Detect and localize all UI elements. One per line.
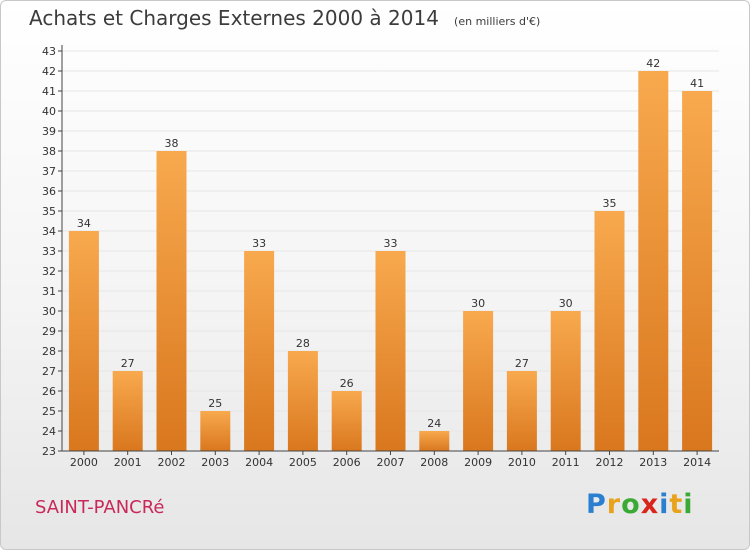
bar <box>594 211 625 451</box>
data-label: 34 <box>77 217 91 230</box>
title-row: Achats et Charges Externes 2000 à 2014 (… <box>29 6 540 30</box>
x-tick-label: 2003 <box>201 456 229 469</box>
data-label: 33 <box>384 237 398 250</box>
y-tick-label: 29 <box>42 325 56 338</box>
data-label: 27 <box>515 357 529 370</box>
commune-name: SAINT-PANCRé <box>35 497 165 518</box>
logo-letter: i <box>659 489 670 520</box>
x-tick-label: 2006 <box>333 456 361 469</box>
bar <box>506 371 537 451</box>
y-tick-label: 33 <box>42 245 56 258</box>
y-tick-label: 27 <box>42 365 56 378</box>
logo-letter: t <box>669 489 684 520</box>
y-tick-label: 41 <box>42 85 56 98</box>
logo-letter: i <box>683 489 694 520</box>
bar <box>112 371 143 451</box>
data-label: 30 <box>559 297 573 310</box>
data-label: 30 <box>471 297 485 310</box>
x-tick-label: 2012 <box>596 456 624 469</box>
x-tick-label: 2004 <box>245 456 273 469</box>
bar <box>638 71 669 451</box>
y-tick-label: 23 <box>42 445 56 458</box>
y-tick-label: 37 <box>42 165 56 178</box>
logo-letter: r <box>606 489 622 520</box>
proxiti-logo: Proxiti <box>586 489 694 520</box>
bar <box>331 391 362 451</box>
data-label: 38 <box>165 137 179 150</box>
y-tick-label: 24 <box>42 425 56 438</box>
y-tick-label: 42 <box>42 65 56 78</box>
data-label: 26 <box>340 377 354 390</box>
data-label: 24 <box>427 417 441 430</box>
data-label: 28 <box>296 337 310 350</box>
bar <box>682 91 713 451</box>
y-tick-label: 31 <box>42 285 56 298</box>
x-tick-label: 2013 <box>639 456 667 469</box>
bar <box>156 151 187 451</box>
bar <box>244 251 275 451</box>
y-tick-label: 43 <box>42 45 56 58</box>
bar <box>550 311 581 451</box>
data-label: 27 <box>121 357 135 370</box>
data-label: 35 <box>603 197 617 210</box>
data-label: 33 <box>252 237 266 250</box>
bar <box>463 311 494 451</box>
chart-title: Achats et Charges Externes 2000 à 2014 <box>29 6 439 30</box>
x-tick-label: 2005 <box>289 456 317 469</box>
x-tick-label: 2007 <box>377 456 405 469</box>
y-tick-label: 39 <box>42 125 56 138</box>
x-tick-label: 2009 <box>464 456 492 469</box>
x-tick-label: 2011 <box>552 456 580 469</box>
y-tick-label: 32 <box>42 265 56 278</box>
data-label: 41 <box>690 77 704 90</box>
y-tick-label: 38 <box>42 145 56 158</box>
logo-letter: o <box>621 489 641 520</box>
bar <box>68 231 99 451</box>
y-tick-label: 35 <box>42 205 56 218</box>
y-tick-label: 36 <box>42 185 56 198</box>
x-tick-label: 2014 <box>683 456 711 469</box>
y-tick-label: 26 <box>42 385 56 398</box>
logo-letter: x <box>640 489 660 520</box>
data-label: 25 <box>208 397 222 410</box>
y-tick-label: 25 <box>42 405 56 418</box>
y-tick-label: 28 <box>42 345 56 358</box>
x-tick-label: 2001 <box>114 456 142 469</box>
chart-subtitle: (en milliers d'€) <box>454 15 541 28</box>
x-tick-label: 2000 <box>70 456 98 469</box>
bar <box>287 351 318 451</box>
x-tick-label: 2002 <box>158 456 186 469</box>
bar <box>419 431 450 451</box>
axes: 23 24 25 26 27 28 29 30 31 32 33 34 35 36 37 38 39 40 41 42… <box>42 45 719 469</box>
x-tick-label: 2008 <box>420 456 448 469</box>
y-tick-label: 34 <box>42 225 56 238</box>
data-label: 42 <box>646 57 660 70</box>
y-tick-label: 30 <box>42 305 56 318</box>
y-tick-label: 40 <box>42 105 56 118</box>
bar <box>200 411 231 451</box>
data-labels: 34 27 38 25 33 28 26 33 24 30 27 30 35 42 41 <box>77 57 704 430</box>
bar <box>375 251 406 451</box>
bars <box>68 71 713 451</box>
logo-letter: P <box>586 489 607 520</box>
x-tick-label: 2010 <box>508 456 536 469</box>
